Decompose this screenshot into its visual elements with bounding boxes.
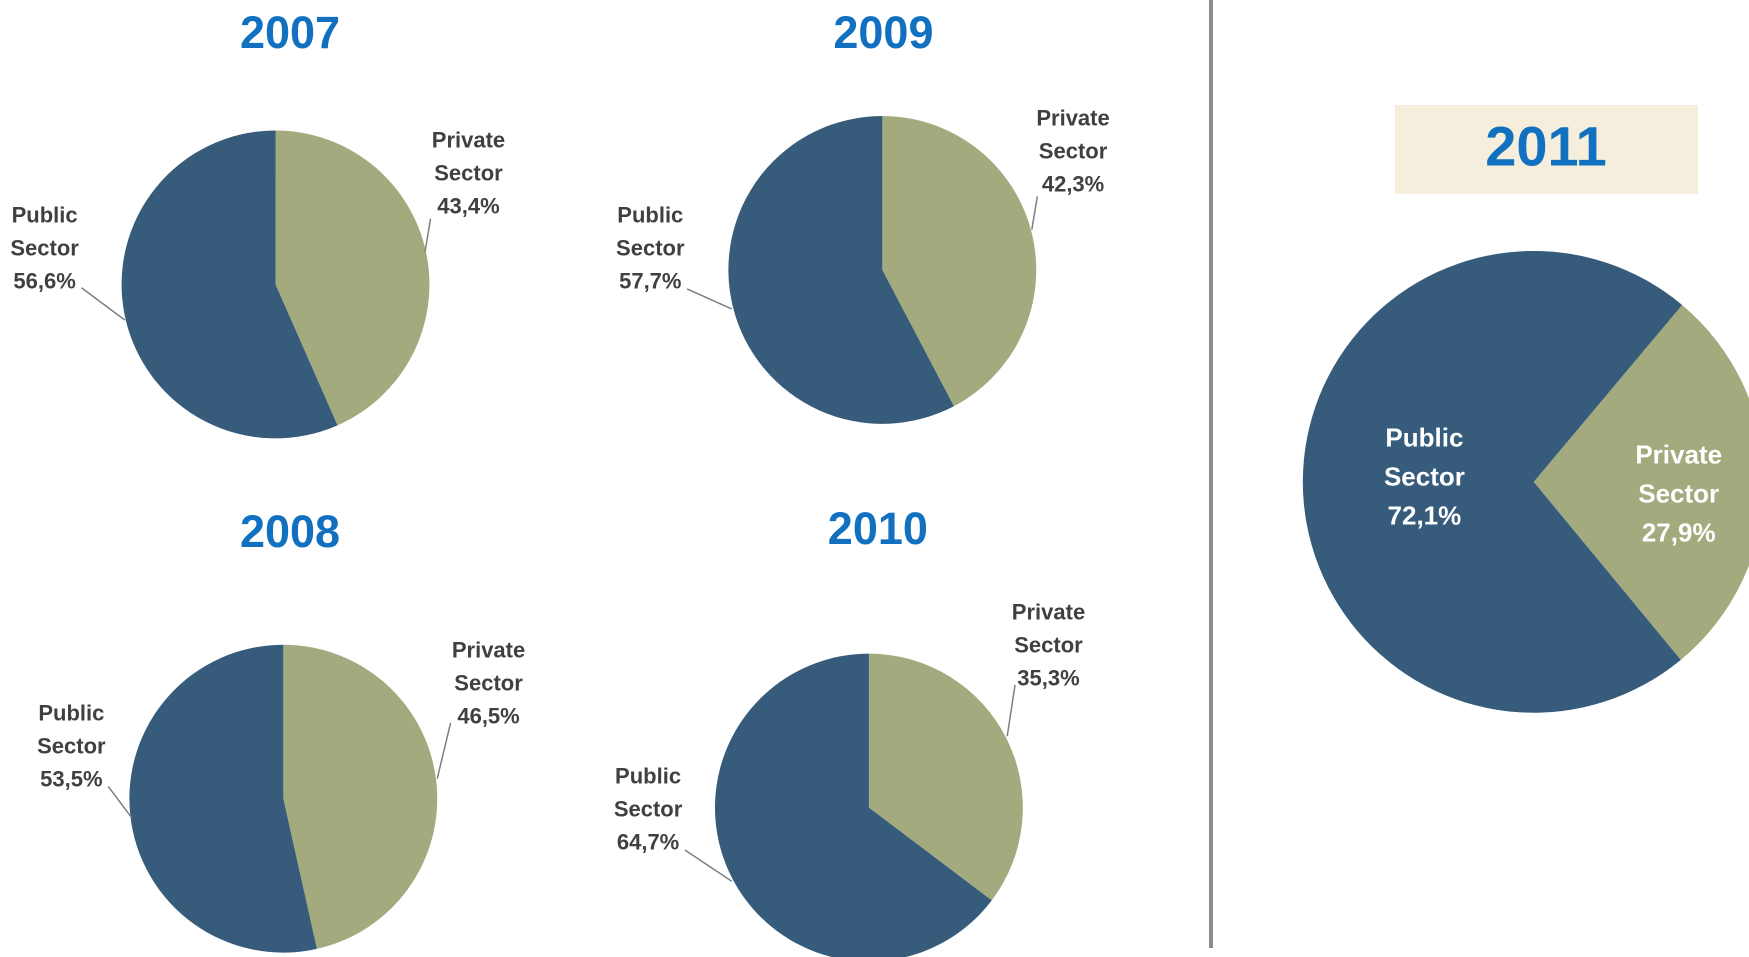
category-label: Private Sector <box>1011 599 1086 658</box>
data-label: Public Sector 64,7% <box>593 759 703 858</box>
value-label: 42,3% <box>1041 171 1105 197</box>
value-label: 57,7% <box>619 268 682 294</box>
data-label: Private Sector 27,9% <box>1614 436 1744 553</box>
data-label: Public Sector 56,6% <box>0 198 100 297</box>
data-label: Private Sector 35,3% <box>994 595 1104 694</box>
category-label: Public Sector <box>10 202 79 261</box>
category-label: Private Sector <box>451 637 526 696</box>
leader-line <box>686 288 733 310</box>
chart-title: 2010 <box>827 502 928 554</box>
chart-title: 2007 <box>239 7 341 59</box>
pie-slice <box>715 653 992 957</box>
pie-slice <box>882 116 1037 407</box>
chart-title: 2008 <box>239 506 341 558</box>
pie-slice <box>283 644 438 949</box>
value-label: 27,9% <box>1641 517 1716 548</box>
value-label: 46,5% <box>457 703 520 729</box>
value-label: 64,7% <box>616 829 680 855</box>
leader-line <box>1031 196 1039 230</box>
value-label: 43,4% <box>437 193 500 219</box>
pie-slice <box>129 644 317 953</box>
category-label: Private Sector <box>431 127 506 186</box>
category-label: Public Sector <box>37 700 106 759</box>
data-label: Private Sector 42,3% <box>1018 101 1128 200</box>
pie-slice <box>121 130 338 439</box>
leader-line <box>684 849 733 882</box>
pie-slice <box>1533 304 1749 660</box>
data-label: Private Sector 46,5% <box>434 633 544 732</box>
data-label: Public Sector 72,1% <box>1359 419 1489 536</box>
leader-line <box>1006 684 1016 737</box>
pie-slice <box>275 130 430 426</box>
title-box <box>1395 105 1698 194</box>
leader-line <box>80 287 126 321</box>
chart-title: 2011 <box>1485 114 1607 178</box>
value-label: 53,5% <box>40 766 103 792</box>
value-label: 56,6% <box>13 268 76 294</box>
data-label: Private Sector 43,4% <box>413 123 523 222</box>
value-label: 72,1% <box>1387 500 1462 531</box>
pie-slice <box>728 116 954 424</box>
leader-line <box>424 218 432 253</box>
category-label: Public Sector <box>1383 422 1465 492</box>
category-label: Private Sector <box>1635 439 1723 509</box>
data-label: Public Sector 53,5% <box>16 697 126 796</box>
data-label: Public Sector 57,7% <box>595 198 705 297</box>
category-label: Private Sector <box>1036 105 1110 164</box>
category-label: Public Sector <box>613 763 683 822</box>
pie-slice <box>868 653 1023 901</box>
leader-line <box>436 722 452 779</box>
leader-line <box>107 785 133 819</box>
pie-slice <box>1302 250 1683 713</box>
category-label: Public Sector <box>616 202 685 261</box>
chart-title: 2009 <box>833 7 934 59</box>
value-label: 35,3% <box>1017 665 1080 691</box>
